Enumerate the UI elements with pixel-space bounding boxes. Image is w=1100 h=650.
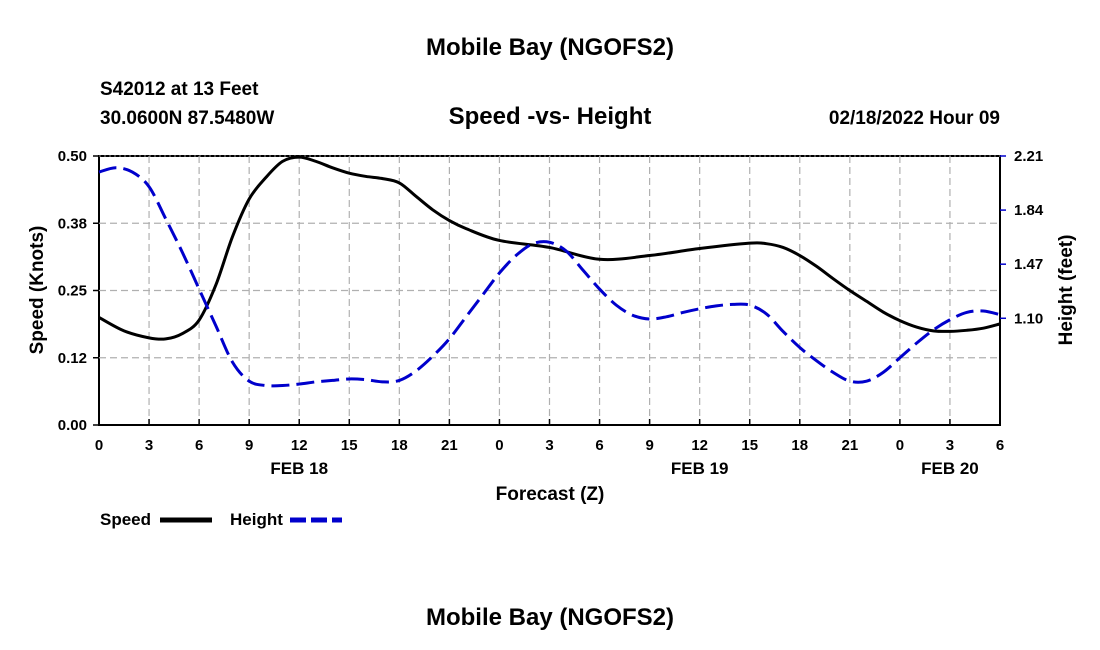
series-lines: [98, 155, 1001, 388]
y-right-axis-label: Height (feet): [1056, 235, 1077, 346]
x-tick-label: 0: [896, 437, 904, 454]
date-label: FEB 19: [671, 459, 729, 478]
x-tick-label: 18: [391, 437, 408, 454]
x-tick-label: 3: [545, 437, 553, 454]
y-right-tick-label: 1.84: [1014, 202, 1044, 219]
date-label: FEB 20: [921, 459, 979, 478]
location-label: 30.0600N 87.5480W: [100, 108, 274, 129]
y-left-tick-label: 0.00: [58, 417, 87, 434]
y-left-tick-label: 0.38: [58, 215, 87, 232]
x-tick-label: 0: [95, 437, 103, 454]
x-tick-label: 21: [841, 437, 858, 454]
x-tick-label: 12: [291, 437, 308, 454]
y-left-tick-label: 0.12: [58, 350, 87, 367]
x-axis-label: Forecast (Z): [496, 484, 605, 505]
x-tick-label: 6: [996, 437, 1004, 454]
y-right-tick-label: 1.47: [1014, 256, 1043, 273]
x-tick-label: 15: [741, 437, 758, 454]
x-tick-label: 6: [595, 437, 603, 454]
y-left-tick-label: 0.25: [58, 283, 87, 300]
legend: Speed Height: [100, 510, 342, 529]
series-line-speed: [98, 155, 1001, 341]
date-label: FEB 18: [270, 459, 328, 478]
chart-title: Mobile Bay (NGOFS2): [426, 34, 674, 61]
x-tick-label: 3: [145, 437, 153, 454]
x-tick-label: 9: [645, 437, 653, 454]
x-tick-label: 12: [691, 437, 708, 454]
legend-label-speed: Speed: [100, 510, 151, 529]
station-label: S42012 at 13 Feet: [100, 79, 259, 100]
legend-label-height: Height: [230, 510, 283, 529]
footer-title: Mobile Bay (NGOFS2): [426, 604, 674, 631]
x-tick-label: 3: [946, 437, 954, 454]
grid-lines: [99, 155, 1000, 425]
y-right-tick-label: 2.21: [1014, 148, 1043, 165]
left-y-axis: 0.00 0.12 0.25 0.38 0.50: [58, 148, 99, 434]
y-left-tick-label: 0.50: [58, 148, 87, 165]
x-tick-label: 9: [245, 437, 253, 454]
x-tick-label: 15: [341, 437, 358, 454]
datetime-label: 02/18/2022 Hour 09: [829, 108, 1000, 129]
chart-subtitle: Speed -vs- Height: [449, 103, 652, 130]
x-tick-label: 6: [195, 437, 203, 454]
y-right-tick-label: 1.10: [1014, 310, 1043, 327]
x-axis: 0 3 6 9 12 15 18 21 0 3 6 9 12 15 18 21 0 3 6 FEB 18 FEB 19 F…: [95, 419, 1004, 478]
x-tick-label: 18: [791, 437, 808, 454]
y-left-axis-label: Speed (Knots): [27, 226, 48, 355]
x-tick-label: 21: [441, 437, 458, 454]
series-line-height: [98, 166, 1001, 388]
right-y-axis: 1.10 1.47 1.84 2.21: [1000, 148, 1044, 327]
x-tick-label: 0: [495, 437, 503, 454]
